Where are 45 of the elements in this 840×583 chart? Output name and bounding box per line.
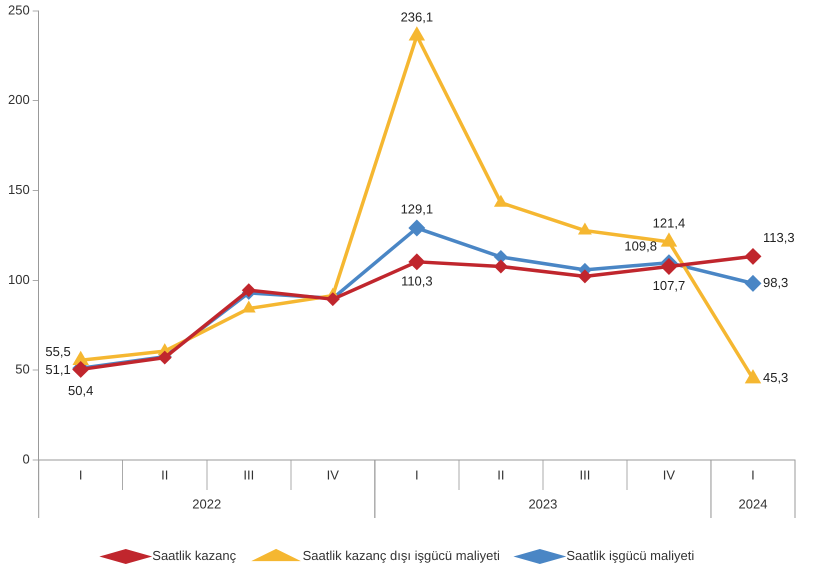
y-tick-label: 200 (8, 92, 30, 108)
data-label: 129,1 (400, 202, 434, 217)
point (410, 28, 424, 41)
data-label: 113,3 (762, 230, 795, 245)
legend-label: Saatlik işgücü maliyeti (566, 548, 694, 564)
data-label: 55,5 (45, 344, 71, 359)
y-tick-label: 50 (15, 362, 30, 377)
x-tick-label: III (579, 467, 590, 482)
x-tick-label: IV (662, 467, 676, 482)
point (578, 270, 592, 283)
y-tick-label: 150 (8, 182, 30, 198)
point (242, 284, 256, 296)
data-label: 110,3 (401, 273, 433, 288)
x-tick-label: I (751, 467, 755, 482)
x-tick-label: I (415, 467, 419, 482)
x-tick-label: II (497, 467, 504, 482)
point (74, 352, 88, 366)
text: 2023 (528, 496, 558, 512)
data-label: 45,3 (762, 370, 788, 386)
data-label: 109,8 (624, 238, 657, 254)
data-label: 236,1 (400, 9, 434, 24)
point (494, 260, 508, 273)
point (409, 220, 425, 236)
x-tick-label: II (161, 467, 168, 482)
point (745, 276, 761, 292)
text: 2024 (738, 496, 768, 512)
data-label: 50,4 (68, 383, 94, 398)
x-tick-label: IV (326, 467, 340, 482)
data-label: 98,3 (762, 274, 788, 290)
y-tick-label: 250 (8, 2, 30, 18)
x-tick-label: III (243, 467, 254, 482)
point (243, 302, 254, 313)
legend-label: Saatlik kazanç (152, 548, 237, 564)
point (579, 224, 591, 235)
legend-label: Saatlik kazanç dışı işgücü maliyeti (302, 548, 500, 564)
data-label: 107,7 (652, 278, 686, 294)
point (746, 370, 760, 384)
point (495, 196, 507, 207)
y-tick-label: 0 (22, 452, 30, 467)
y-tick-label: 100 (8, 272, 30, 287)
data-label: 121,4 (652, 215, 686, 230)
text: 2022 (192, 496, 222, 512)
point (662, 234, 676, 247)
x-tick-label: I (78, 467, 83, 482)
data-label: 51,1 (45, 362, 71, 377)
